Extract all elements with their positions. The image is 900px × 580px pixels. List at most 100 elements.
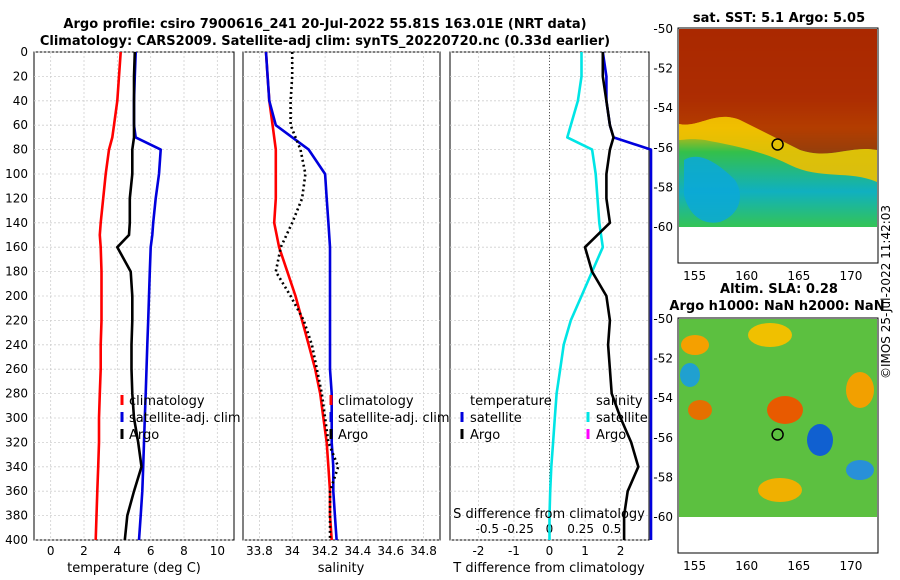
x-tick-label: 0 bbox=[47, 544, 55, 558]
depth-tick-label: 320 bbox=[5, 435, 28, 449]
depth-tick-label: 340 bbox=[5, 460, 28, 474]
map-lat-tick: -60 bbox=[653, 220, 673, 234]
top-tick-label: 0.25 bbox=[567, 522, 594, 536]
x-tick-label: 1 bbox=[581, 544, 589, 558]
depth-tick-label: 140 bbox=[5, 216, 28, 230]
map-lon-tick: 160 bbox=[735, 269, 758, 283]
sla-warm-eddy-2 bbox=[748, 323, 792, 347]
x-tick-label: 4 bbox=[114, 544, 122, 558]
sla-cold-eddy-2 bbox=[680, 363, 700, 387]
sst-map-panel: sat. SST: 5.1 Argo: 5.05 155 160 165 170 -50… bbox=[653, 11, 879, 283]
x-tick-label: 2 bbox=[617, 544, 625, 558]
sla-warm-eddy-4 bbox=[846, 372, 874, 408]
x-tick-label: 34.4 bbox=[345, 544, 372, 558]
temperature-panel: 0204060801001201401601802002202402602803… bbox=[5, 45, 241, 576]
x-tick-label: 10 bbox=[210, 544, 225, 558]
x-tick-label: 34.6 bbox=[377, 544, 404, 558]
series-satellite-adj-clim bbox=[264, 51, 338, 541]
depth-tick-label: 100 bbox=[5, 167, 28, 181]
depth-tick-label: 20 bbox=[13, 69, 28, 83]
map-lat-tick: -50 bbox=[653, 22, 673, 36]
copyright-stamp: ©IMOS 25-Jul-2022 11:42:03 bbox=[879, 205, 893, 379]
map-lon-tick: 170 bbox=[839, 269, 862, 283]
map-lat-tick: -56 bbox=[653, 431, 673, 445]
sla-warm-eddy-3 bbox=[767, 396, 803, 424]
sla-map-subtitle: Argo h1000: NaN h2000: NaN bbox=[669, 299, 884, 314]
depth-tick-label: 120 bbox=[5, 191, 28, 205]
x-tick-label: 2 bbox=[80, 544, 88, 558]
sst-front-warm bbox=[679, 29, 877, 154]
depth-tick-label: 200 bbox=[5, 289, 28, 303]
map-lon-tick: 165 bbox=[787, 559, 810, 573]
sst-cold-patch bbox=[684, 156, 740, 223]
series-argo bbox=[116, 51, 143, 541]
map-lon-tick: 155 bbox=[683, 269, 706, 283]
depth-tick-label: 360 bbox=[5, 484, 28, 498]
x-tick-label: 34.2 bbox=[312, 544, 339, 558]
sla-argo-marker bbox=[771, 428, 784, 441]
legend-label: Argo bbox=[338, 428, 368, 443]
depth-tick-label: 300 bbox=[5, 411, 28, 425]
sst-map-title: sat. SST: 5.1 Argo: 5.05 bbox=[693, 11, 865, 26]
x-tick-label: 6 bbox=[147, 544, 155, 558]
map-lon-tick: 165 bbox=[787, 269, 810, 283]
x-tick-label: 8 bbox=[180, 544, 188, 558]
depth-tick-label: 0 bbox=[20, 45, 28, 59]
series-argo bbox=[583, 52, 640, 540]
legend-label: Argo bbox=[470, 428, 500, 443]
series-argo bbox=[274, 52, 340, 540]
legend-label: salinity bbox=[596, 394, 643, 409]
map-lon-tick: 170 bbox=[839, 559, 862, 573]
salinity-panel: 33.8 34 34.2 34.4 34.6 34.8 climatology satelli… bbox=[242, 51, 450, 576]
x-tick-label: -2 bbox=[472, 544, 484, 558]
sst-argo-marker bbox=[771, 138, 784, 151]
difference-panel: -2-1012-0.5-0.2500.250.5temperaturesatel… bbox=[449, 51, 653, 576]
depth-tick-label: 400 bbox=[5, 533, 28, 547]
sla-warm-eddy-5 bbox=[688, 400, 712, 420]
map-lat-tick: -54 bbox=[653, 391, 673, 405]
x-tick-label: -1 bbox=[508, 544, 520, 558]
series-temperature bbox=[548, 52, 605, 540]
depth-tick-label: 60 bbox=[13, 118, 28, 132]
difference-top-label: S difference from climatology bbox=[453, 507, 645, 522]
legend-label: temperature bbox=[470, 394, 552, 409]
depth-tick-label: 240 bbox=[5, 338, 28, 352]
map-lat-tick: -60 bbox=[653, 510, 673, 524]
sla-cold-eddy-1 bbox=[807, 424, 833, 456]
depth-tick-label: 40 bbox=[13, 94, 28, 108]
x-tick-label: 0 bbox=[546, 544, 554, 558]
map-lon-tick: 155 bbox=[683, 559, 706, 573]
legend-label: Argo bbox=[596, 428, 626, 443]
sla-warm-eddy-1 bbox=[681, 335, 709, 355]
x-tick-label: 34 bbox=[285, 544, 300, 558]
legend-label: climatology bbox=[338, 394, 414, 409]
top-tick-label: 0.5 bbox=[602, 522, 621, 536]
depth-tick-label: 380 bbox=[5, 509, 28, 523]
title-line-2: Climatology: CARS2009. Satellite-adj cli… bbox=[40, 34, 610, 49]
depth-tick-label: 160 bbox=[5, 240, 28, 254]
top-tick-label: -0.5 bbox=[476, 522, 499, 536]
legend-label: satellite-adj. clim bbox=[338, 411, 450, 426]
map-lat-tick: -52 bbox=[653, 62, 673, 76]
x-tick-label: 34.8 bbox=[410, 544, 437, 558]
sla-map-title: Altim. SLA: 0.28 bbox=[720, 282, 838, 297]
depth-tick-label: 80 bbox=[13, 143, 28, 157]
sla-warm-eddy-6 bbox=[758, 478, 802, 502]
salinity-xlabel: salinity bbox=[318, 561, 365, 576]
map-lon-tick: 160 bbox=[735, 559, 758, 573]
legend-label: satellite-adj. clim bbox=[129, 411, 241, 426]
sla-cold-eddy-3 bbox=[846, 460, 874, 480]
title-line-1: Argo profile: csiro 7900616_241 20-Jul-2… bbox=[63, 17, 586, 32]
map-lat-tick: -58 bbox=[653, 180, 673, 194]
top-tick-label: -0.25 bbox=[503, 522, 534, 536]
series-climatology bbox=[264, 51, 333, 541]
sla-map-panel: Altim. SLA: 0.28 Argo h1000: NaN h2000: … bbox=[653, 282, 884, 573]
map-lat-tick: -50 bbox=[653, 312, 673, 326]
series-climatology bbox=[94, 51, 122, 541]
depth-tick-label: 260 bbox=[5, 362, 28, 376]
difference-xlabel: T difference from climatology bbox=[452, 561, 645, 576]
legend-label: climatology bbox=[129, 394, 205, 409]
x-tick-label: 33.8 bbox=[246, 544, 273, 558]
map-lat-tick: -54 bbox=[653, 101, 673, 115]
